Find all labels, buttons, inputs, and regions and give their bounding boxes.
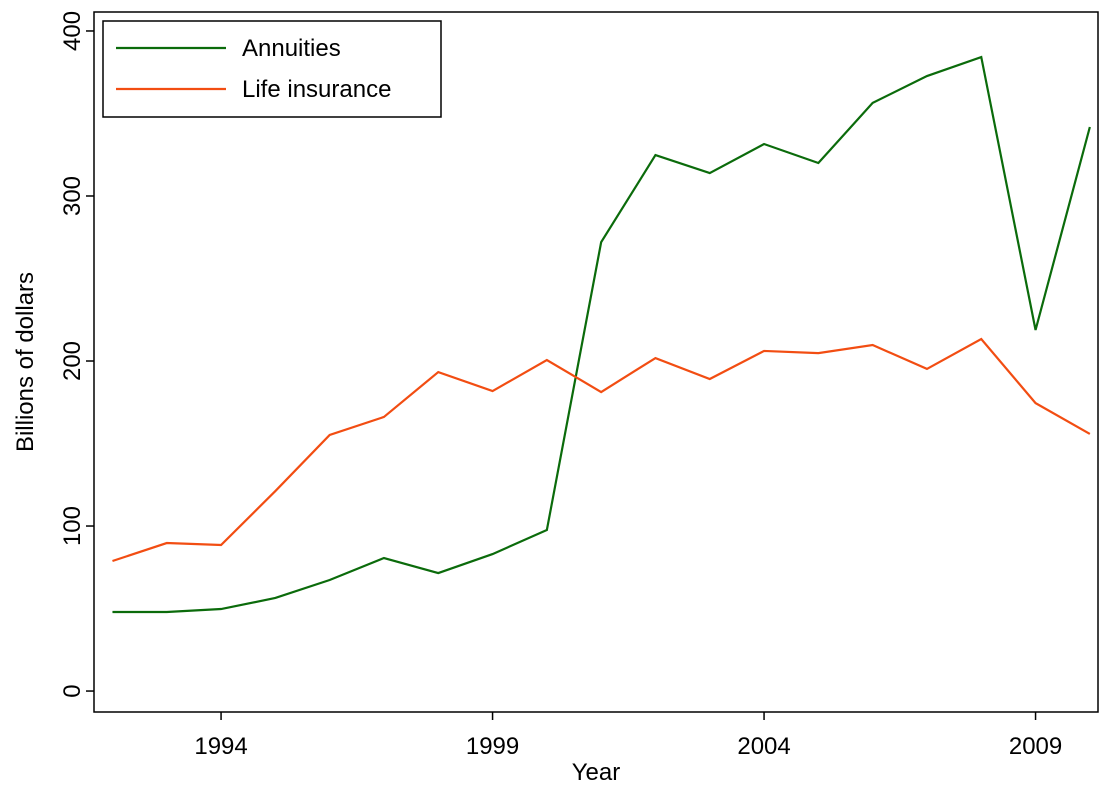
y-tick-label: 300 bbox=[59, 176, 86, 216]
legend: Annuities Life insurance bbox=[102, 20, 442, 118]
legend-label: Annuities bbox=[242, 35, 341, 62]
x-tick-label: 1994 bbox=[194, 733, 247, 760]
series-line bbox=[112, 337, 1091, 563]
y-tick-label: 100 bbox=[59, 506, 86, 546]
legend-box bbox=[102, 20, 442, 118]
plot-frame bbox=[93, 11, 1099, 713]
y-tick-label: 200 bbox=[59, 341, 86, 381]
y-axis-label: Billions of dollars bbox=[12, 272, 39, 452]
x-tick-label: 2004 bbox=[737, 733, 790, 760]
y-tick-label: 400 bbox=[59, 11, 86, 51]
series-line bbox=[112, 55, 1091, 614]
y-tick-label: 0 bbox=[59, 684, 86, 697]
x-tick-label: 2009 bbox=[1009, 733, 1062, 760]
legend-label: Life insurance bbox=[242, 76, 391, 103]
x-tick-label: 1999 bbox=[466, 733, 519, 760]
x-axis-label: Year bbox=[572, 759, 621, 786]
